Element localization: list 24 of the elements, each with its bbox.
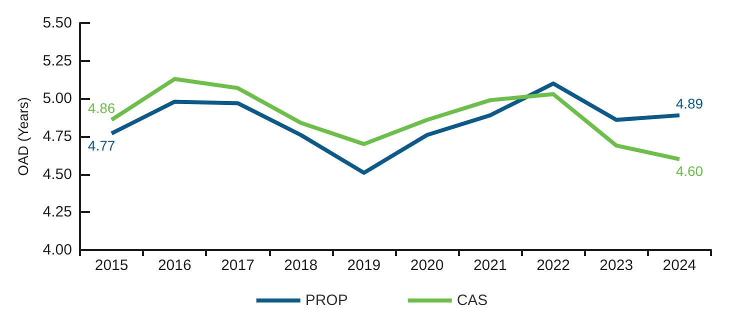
data-label: 4.60 <box>676 163 704 180</box>
x-tick-label: 2019 <box>347 257 381 274</box>
y-tick-label: 4.25 <box>42 204 72 221</box>
x-tick-label: 2021 <box>473 257 507 274</box>
legend-label: CAS <box>456 292 488 309</box>
x-tick-label: 2015 <box>94 257 128 274</box>
legend-label: PROP <box>305 292 348 309</box>
y-tick-label: 4.00 <box>42 242 72 258</box>
y-tick-label: 5.25 <box>42 52 72 70</box>
y-tick-label: 5.00 <box>42 90 72 108</box>
x-tick-label: 2020 <box>410 257 444 274</box>
y-tick-label: 4.75 <box>42 128 72 145</box>
x-tick-label: 2024 <box>662 257 696 274</box>
x-tick-label: 2023 <box>600 257 634 274</box>
y-axis-title: OAD (Years) <box>15 97 31 176</box>
y-tick-label: 5.50 <box>42 14 72 32</box>
y-tick-label: 4.50 <box>42 166 72 183</box>
x-tick-label: 2018 <box>284 257 318 274</box>
x-tick-label: 2022 <box>536 257 570 274</box>
data-label: 4.77 <box>88 137 116 154</box>
x-tick-label: 2017 <box>221 257 254 274</box>
x-tick-label: 2016 <box>158 257 192 274</box>
data-label: 4.89 <box>676 95 704 112</box>
data-label: 4.86 <box>88 100 116 116</box>
